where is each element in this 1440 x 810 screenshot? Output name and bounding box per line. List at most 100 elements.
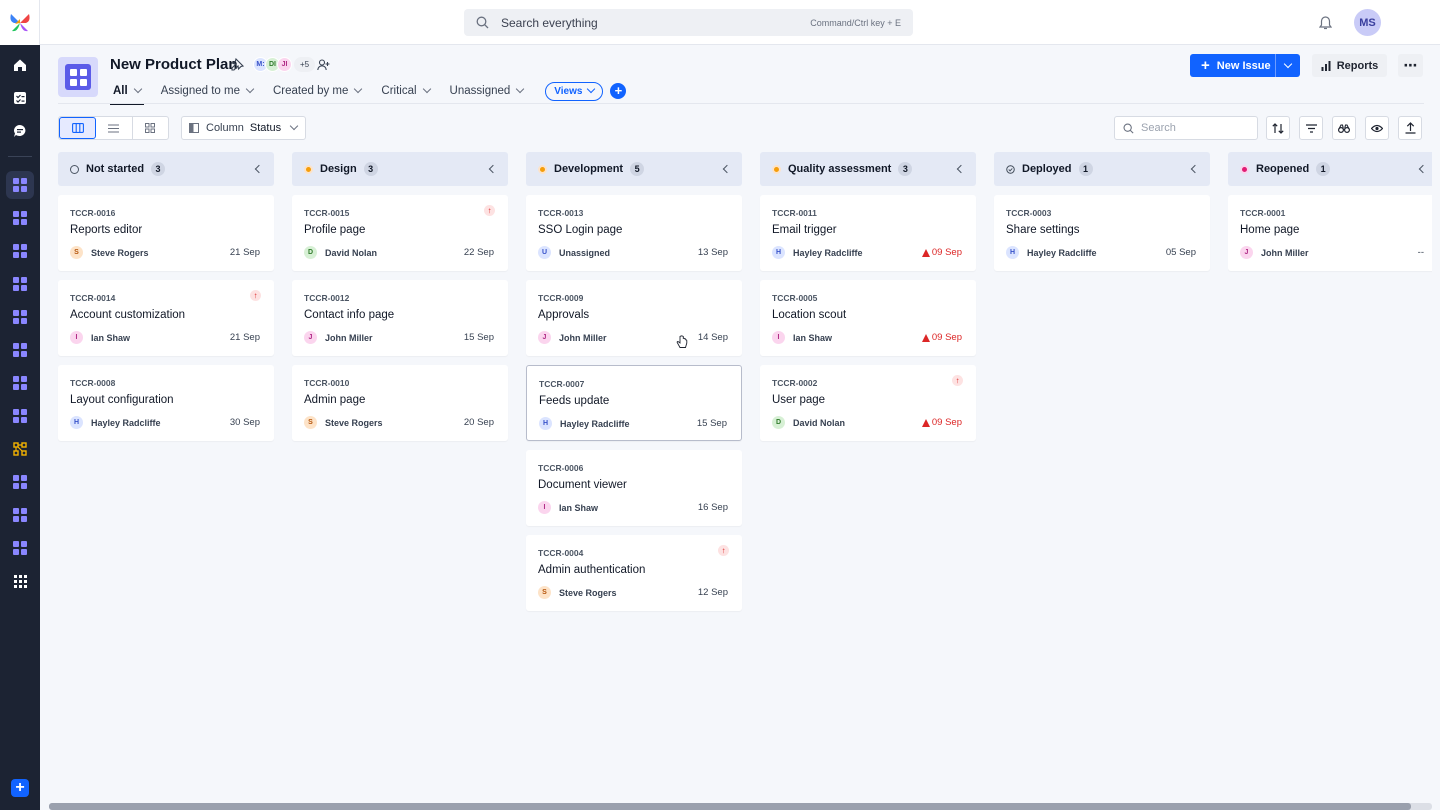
project-nav-6[interactable]	[6, 336, 34, 364]
assignee-name: David Nolan	[793, 417, 846, 428]
new-issue-label: New Issue	[1216, 59, 1271, 72]
due-date: 12 Sep	[697, 587, 728, 598]
tasks-nav[interactable]	[6, 84, 34, 112]
scrollbar-thumb[interactable]	[49, 803, 1411, 810]
chat-nav[interactable]	[6, 117, 34, 145]
issue-id: TCCR-0002	[772, 378, 818, 388]
watchers-button[interactable]	[1332, 116, 1356, 140]
tab-assigned-to-me[interactable]: Assigned to me	[161, 80, 255, 102]
notifications-button[interactable]	[1314, 12, 1336, 34]
tab-unassigned[interactable]: Unassigned	[450, 80, 525, 102]
tab-critical[interactable]: Critical	[381, 80, 431, 102]
priority-high-icon: ↑	[952, 375, 963, 386]
pin-button[interactable]	[231, 57, 245, 76]
column-title: Quality assessment	[788, 163, 892, 175]
project-nav-1[interactable]	[6, 171, 34, 199]
issue-card[interactable]: TCCR-0013 SSO Login page U Unassigned 13 …	[526, 195, 742, 271]
collapse-column-icon[interactable]	[488, 164, 498, 174]
project-members[interactable]: M: DI JI +5	[253, 57, 316, 72]
all-apps-nav[interactable]	[6, 567, 34, 595]
export-button[interactable]	[1398, 116, 1422, 140]
assignee-name: Steve Rogers	[91, 247, 149, 258]
board-view-button[interactable]	[59, 117, 97, 139]
more-options-button[interactable]: ⋯	[1398, 54, 1423, 77]
horizontal-scrollbar[interactable]	[49, 803, 1432, 810]
grid-view-icon	[145, 123, 156, 133]
project-nav-2[interactable]	[6, 204, 34, 232]
workflow-nav[interactable]	[6, 435, 34, 463]
assignee-avatar: S	[304, 416, 317, 429]
issue-card[interactable]: TCCR-0014 ↑ Account customization I Ian S…	[58, 280, 274, 356]
column-group-select[interactable]: Column Status	[181, 116, 306, 140]
issue-title: Feeds update	[539, 395, 610, 407]
issue-card[interactable]: TCCR-0001 Home page J John Miller --	[1228, 195, 1432, 271]
issue-card[interactable]: TCCR-0003 Share settings H Hayley Radclif…	[994, 195, 1210, 271]
column-reopened-clip: Reopened 1 TCCR-0001 Home page J John Mil…	[1228, 152, 1432, 282]
column-reopened: Reopened 1 TCCR-0001 Home page J John Mil…	[1228, 152, 1432, 271]
assignee-name: John Miller	[1261, 247, 1309, 258]
collapse-column-icon[interactable]	[254, 164, 264, 174]
collapse-column-icon[interactable]	[956, 164, 966, 174]
column-title: Reopened	[1256, 163, 1310, 175]
sort-button[interactable]	[1266, 116, 1290, 140]
issue-card[interactable]: TCCR-0006 Document viewer I Ian Shaw 16 S…	[526, 450, 742, 526]
issue-id: TCCR-0009	[538, 293, 584, 303]
views-dropdown[interactable]: Views	[545, 81, 604, 101]
due-date: 13 Sep	[697, 247, 728, 258]
column-value: Status	[249, 122, 282, 134]
issue-card[interactable]: TCCR-0011 Email trigger H Hayley Radcliff…	[760, 195, 976, 271]
new-issue-dropdown-button[interactable]	[1275, 54, 1300, 77]
grid-icon	[13, 277, 27, 291]
global-search-input[interactable]: Search everything Command/Ctrl key + E	[464, 9, 913, 36]
due-date: 14 Sep	[697, 332, 728, 343]
project-nav-8[interactable]	[6, 402, 34, 430]
project-nav-3[interactable]	[6, 237, 34, 265]
issue-card[interactable]: TCCR-0015 ↑ Profile page D David Nolan 22…	[292, 195, 508, 271]
home-nav[interactable]	[6, 51, 34, 79]
project-nav-9[interactable]	[6, 468, 34, 496]
issue-card[interactable]: TCCR-0016 Reports editor S Steve Rogers 2…	[58, 195, 274, 271]
issue-card[interactable]: TCCR-0009 Approvals J John Miller 14 Sep	[526, 280, 742, 356]
add-member-button[interactable]	[317, 58, 330, 76]
issue-title: Admin page	[304, 394, 366, 406]
collapse-column-icon[interactable]	[1190, 164, 1200, 174]
issue-card[interactable]: TCCR-0012 Contact info page J John Miller…	[292, 280, 508, 356]
column-header: Quality assessment 3	[760, 152, 976, 186]
issue-id: TCCR-0003	[1006, 208, 1052, 218]
workflow-icon	[13, 442, 27, 456]
issue-card[interactable]: TCCR-0004 ↑ Admin authentication S Steve …	[526, 535, 742, 611]
project-nav-10[interactable]	[6, 501, 34, 529]
collapse-column-icon[interactable]	[722, 164, 732, 174]
create-new-button[interactable]: +	[11, 779, 29, 797]
user-avatar[interactable]: MS	[1354, 9, 1381, 36]
new-issue-button[interactable]: + New Issue	[1190, 54, 1275, 77]
issue-card[interactable]: TCCR-0002 ↑ User page D David Nolan 09 Se…	[760, 365, 976, 441]
assignee-avatar: D	[772, 416, 785, 429]
board-search-input[interactable]: Search	[1114, 116, 1258, 140]
assignee-avatar: H	[1006, 246, 1019, 259]
tab-created-by-me[interactable]: Created by me	[273, 80, 363, 102]
project-nav-7[interactable]	[6, 369, 34, 397]
add-view-button[interactable]: +	[610, 83, 627, 99]
column-not-started: Not started 3 TCCR-0016 Reports editor S…	[58, 152, 274, 441]
app-logo[interactable]	[0, 0, 40, 45]
list-view-button[interactable]	[96, 117, 133, 139]
filter-button[interactable]	[1299, 116, 1323, 140]
reopened-status-icon	[1240, 164, 1249, 174]
collapse-column-icon[interactable]	[1418, 164, 1428, 174]
issue-card-selected[interactable]: TCCR-0007 Feeds update H Hayley Radcliffe…	[526, 365, 742, 441]
issue-card[interactable]: TCCR-0010 Admin page S Steve Rogers 20 Se…	[292, 365, 508, 441]
project-title: New Product Plan	[110, 56, 238, 73]
issue-card[interactable]: TCCR-0008 Layout configuration H Hayley R…	[58, 365, 274, 441]
project-nav-4[interactable]	[6, 270, 34, 298]
reports-button[interactable]: Reports	[1312, 54, 1387, 77]
issue-id: TCCR-0014	[70, 293, 116, 303]
butterfly-logo-icon	[9, 13, 30, 31]
project-nav-11[interactable]	[6, 534, 34, 562]
grid-view-button[interactable]	[133, 117, 168, 139]
issue-card[interactable]: TCCR-0005 Location scout I Ian Shaw 09 Se…	[760, 280, 976, 356]
more-horizontal-icon: ⋯	[1403, 57, 1418, 73]
visibility-button[interactable]	[1365, 116, 1389, 140]
project-nav-5[interactable]	[6, 303, 34, 331]
tab-all[interactable]: All	[110, 80, 144, 105]
